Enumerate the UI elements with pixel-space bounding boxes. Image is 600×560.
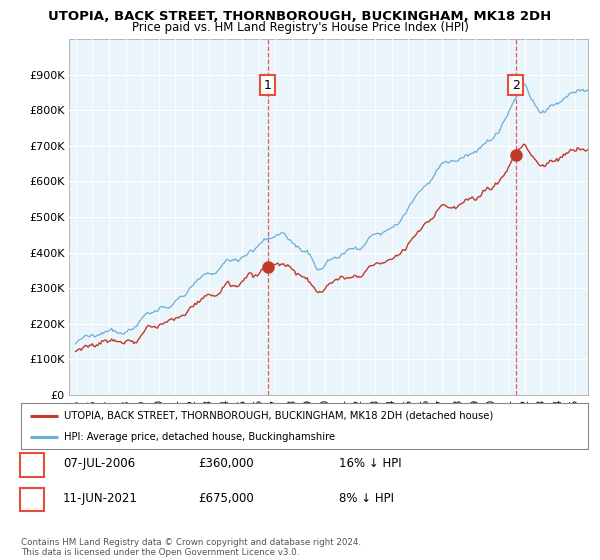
Text: 1: 1 <box>264 79 272 92</box>
Text: 1: 1 <box>28 457 36 470</box>
Text: 8% ↓ HPI: 8% ↓ HPI <box>339 492 394 505</box>
Text: UTOPIA, BACK STREET, THORNBOROUGH, BUCKINGHAM, MK18 2DH (detached house): UTOPIA, BACK STREET, THORNBOROUGH, BUCKI… <box>64 410 493 421</box>
Text: 16% ↓ HPI: 16% ↓ HPI <box>339 457 401 470</box>
Text: Contains HM Land Registry data © Crown copyright and database right 2024.
This d: Contains HM Land Registry data © Crown c… <box>21 538 361 557</box>
Text: UTOPIA, BACK STREET, THORNBOROUGH, BUCKINGHAM, MK18 2DH: UTOPIA, BACK STREET, THORNBOROUGH, BUCKI… <box>49 10 551 22</box>
Text: Price paid vs. HM Land Registry's House Price Index (HPI): Price paid vs. HM Land Registry's House … <box>131 21 469 34</box>
Text: 2: 2 <box>512 79 520 92</box>
Text: HPI: Average price, detached house, Buckinghamshire: HPI: Average price, detached house, Buck… <box>64 432 335 442</box>
Text: 11-JUN-2021: 11-JUN-2021 <box>63 492 138 505</box>
Text: £675,000: £675,000 <box>198 492 254 505</box>
Text: 2: 2 <box>28 492 36 505</box>
Text: 07-JUL-2006: 07-JUL-2006 <box>63 457 135 470</box>
Text: £360,000: £360,000 <box>198 457 254 470</box>
